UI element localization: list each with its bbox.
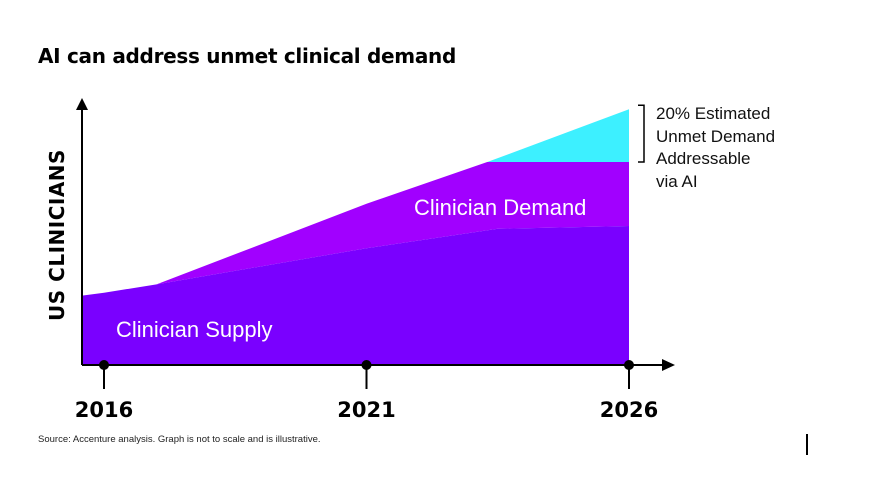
supply-area-label: Clinician Supply: [116, 317, 273, 342]
y-axis-arrow: [76, 98, 88, 110]
source-note: Source: Accenture analysis. Graph is not…: [38, 434, 321, 445]
clinician-demand-area: [83, 162, 629, 296]
annotation-line: Unmet Demand: [656, 126, 776, 146]
annotation-line: via AI: [656, 171, 698, 191]
annotation-line: 20% Estimated: [656, 104, 771, 123]
ai-annotation: 20% Estimated Unmet Demand Addressable v…: [656, 103, 775, 193]
annotation-bracket: [638, 104, 645, 163]
text-cursor: [806, 434, 808, 455]
clinician-supply-area: [83, 226, 629, 365]
x-tick-dot: [624, 360, 634, 370]
demand-area-label: Clinician Demand: [414, 195, 587, 220]
x-tick-label-2021: 2021: [337, 398, 396, 422]
ai-addressable-area: [487, 109, 629, 163]
x-tick-dot: [99, 360, 109, 370]
x-tick-label-2016: 2016: [74, 398, 134, 422]
x-axis-arrow: [662, 359, 675, 371]
chart-title: AI can address unmet clinical demand: [38, 44, 456, 68]
annotation-line: Addressable: [656, 149, 751, 168]
x-tick-label-2026: 2026: [599, 398, 659, 422]
y-axis-label: US CLINICIANS: [45, 149, 69, 321]
x-tick-dot: [361, 360, 372, 370]
